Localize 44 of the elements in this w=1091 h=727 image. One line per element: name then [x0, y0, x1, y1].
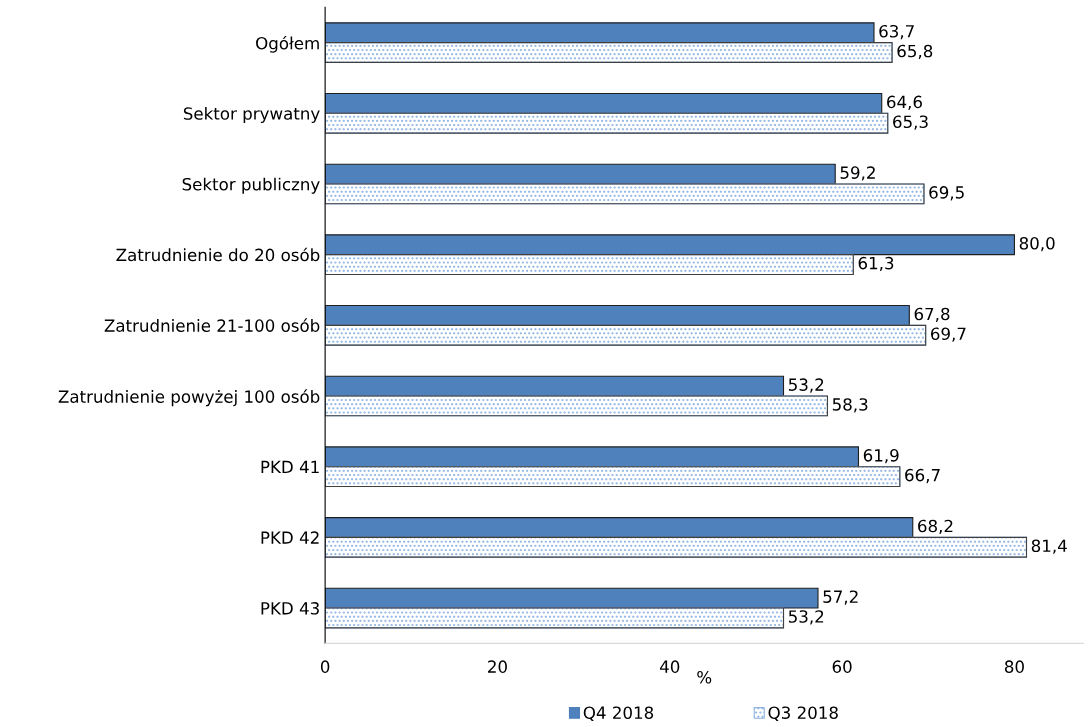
y-tick-label: Zatrudnienie do 20 osób: [116, 247, 320, 262]
bar: [325, 304, 910, 326]
data-label: 64,6: [887, 95, 922, 110]
legend-label: Q4 2018: [583, 706, 654, 721]
y-tick-label: Sektor publiczny: [182, 177, 320, 194]
data-label: 66,7: [905, 468, 940, 484]
data-label: 68,2: [918, 519, 953, 535]
y-tick-label: Ogółem: [256, 35, 319, 53]
x-tick-label: 20: [488, 660, 507, 673]
bar: [325, 163, 836, 185]
data-label: 57,2: [823, 590, 858, 605]
data-label: 67,8: [914, 307, 950, 322]
bar: [325, 587, 819, 609]
bar: [325, 92, 883, 114]
data-label: 81,4: [1031, 539, 1067, 554]
data-label: 63,7: [879, 24, 914, 40]
bar: [325, 375, 785, 397]
data-label: 65,3: [893, 115, 928, 130]
data-label: 80,0: [1019, 236, 1055, 252]
x-tick-label: 80: [1004, 660, 1024, 673]
y-tick-label: Zatrudnienie 21-100 osób: [104, 318, 320, 332]
y-tick-label: Sektor prywatny: [183, 106, 320, 124]
data-label: 58,3: [832, 398, 868, 413]
x-tick-label: 40: [659, 660, 680, 673]
data-label: 53,2: [788, 610, 824, 625]
bar: [325, 234, 1015, 256]
y-tick-label: PKD 41: [261, 460, 319, 474]
x-tick-label: 0: [320, 660, 330, 673]
x-tick-label: 60: [832, 660, 852, 673]
y-tick-label: PKD 42: [261, 531, 319, 544]
data-label: 69,7: [931, 327, 966, 342]
data-label: 59,2: [840, 166, 875, 181]
y-tick-label: Zatrudnienie powyżej 100 osób: [58, 389, 320, 407]
data-label: 61,3: [858, 256, 894, 272]
bar: [325, 517, 914, 538]
bar: [325, 446, 860, 468]
legend-label: Q3 2018: [768, 706, 838, 721]
data-label: 69,5: [929, 186, 964, 201]
bar: [325, 22, 875, 44]
y-tick-label: PKD 43: [261, 602, 319, 615]
data-label: 53,2: [788, 378, 824, 393]
data-label: 61,9: [863, 449, 899, 464]
x-axis-title: %: [697, 670, 712, 684]
data-label: 65,8: [897, 44, 933, 60]
